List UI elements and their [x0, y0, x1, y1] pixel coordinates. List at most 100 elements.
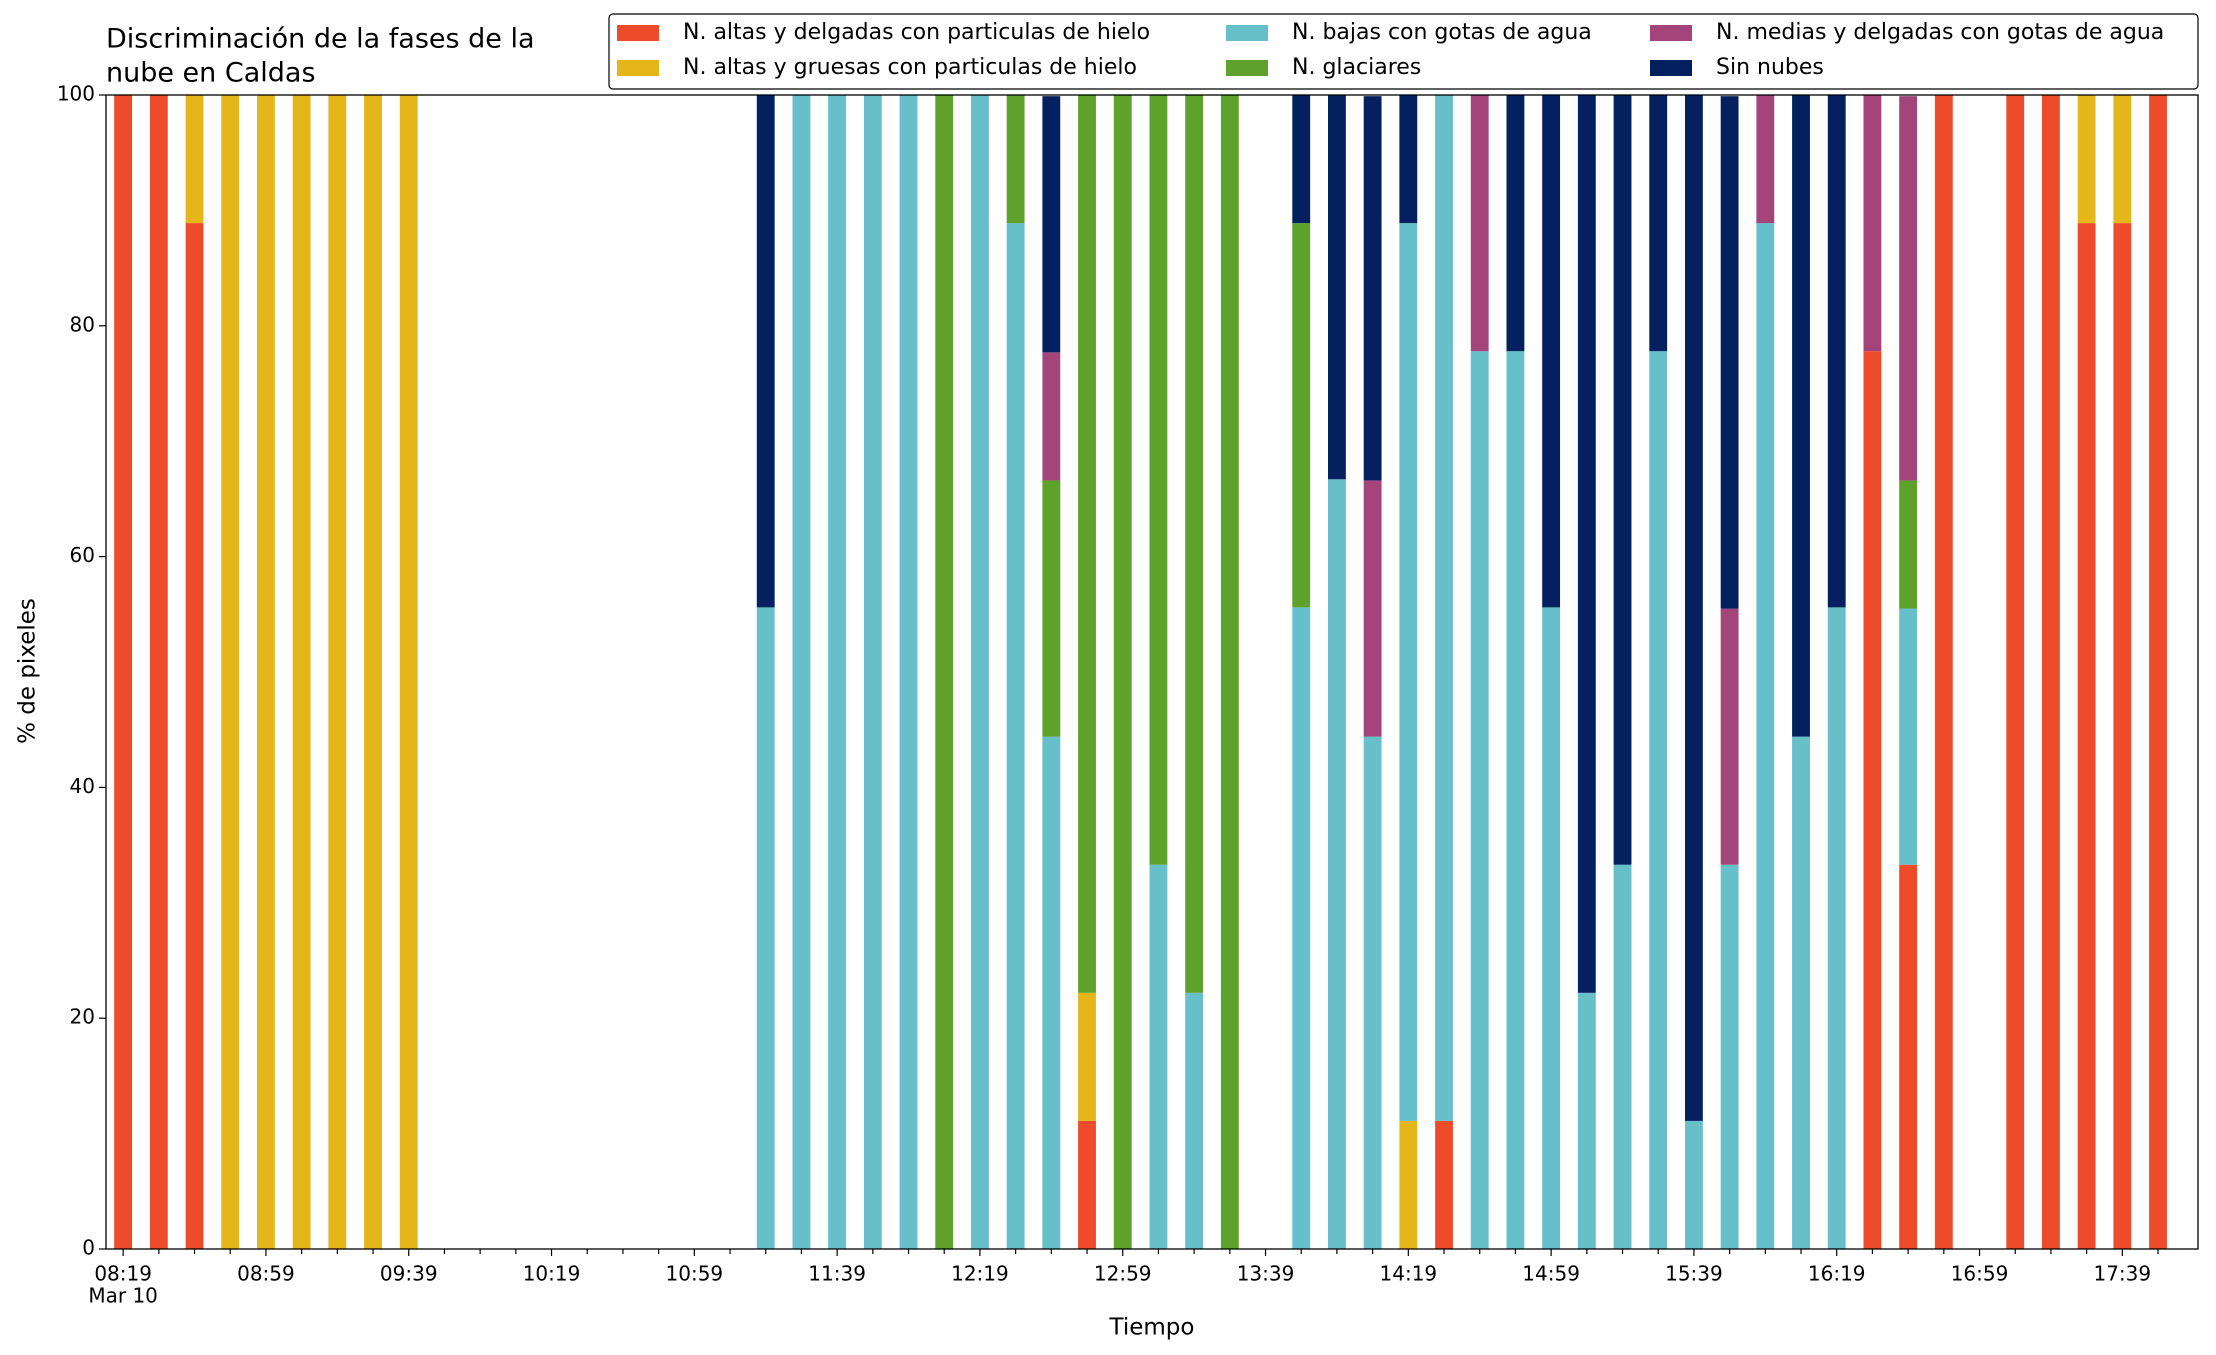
bar-segment: [1113, 95, 1132, 1249]
legend-swatch: [1226, 60, 1268, 76]
bar-segment: [1899, 608, 1918, 865]
bar-segment: [2077, 95, 2096, 224]
bar-segment: [1577, 95, 1596, 993]
bar-segment: [828, 95, 847, 1249]
bar-segment: [1684, 1120, 1703, 1249]
legend-label: N. glaciares: [1292, 55, 1421, 80]
bar-segment: [2113, 223, 2132, 1249]
bar-segment: [1649, 351, 1668, 1249]
bar-segment: [2149, 95, 2167, 1249]
legend-swatch: [617, 25, 659, 41]
bar-segment: [1435, 1120, 1453, 1249]
bar-segment: [1827, 607, 1846, 1249]
bar-segment: [149, 95, 168, 1249]
bar-segment: [971, 95, 989, 1249]
bar-segment: [1899, 480, 1918, 609]
bar-segment: [1220, 95, 1239, 1249]
bar-segment: [1899, 96, 1918, 481]
bar-segment: [1542, 607, 1561, 1249]
bar-segment: [1756, 223, 1775, 1249]
bar-segment: [1720, 608, 1739, 865]
bar-segment: [1792, 736, 1810, 1249]
legend-swatch: [1650, 25, 1692, 41]
bar-segment: [364, 95, 382, 1249]
bar-segment: [1684, 95, 1703, 1121]
bar-segment: [292, 95, 311, 1249]
x-tick-label: 17:39: [2093, 1262, 2151, 1286]
x-axis-label: Tiempo: [1109, 1315, 1195, 1341]
x-tick-label: 16:19: [1808, 1262, 1866, 1286]
bar-segment: [1363, 736, 1382, 1249]
x-tick-label: 14:59: [1522, 1262, 1580, 1286]
bar-segment: [1042, 480, 1061, 737]
bar-segment: [1149, 864, 1168, 1249]
bar-segment: [257, 95, 275, 1249]
bar-segment: [1399, 1120, 1418, 1249]
bar-segment: [328, 95, 347, 1249]
legend-label: N. bajas con gotas de agua: [1292, 20, 1592, 45]
bar-segment: [1649, 95, 1668, 352]
bar-segment: [935, 95, 954, 1249]
bar-segment: [1078, 1120, 1096, 1249]
plot-frame: [105, 94, 2199, 1250]
bar-segment: [1292, 95, 1311, 224]
x-tick-label: 10:19: [523, 1262, 581, 1286]
bar-segment: [1078, 992, 1096, 1121]
y-tick-label: 100: [57, 82, 95, 106]
bar-segment: [2006, 95, 2025, 1249]
y-tick-label: 40: [70, 774, 95, 798]
bar-segment: [399, 95, 418, 1249]
bar-segment: [1185, 992, 1204, 1249]
bar-segment: [1327, 95, 1346, 480]
bar-segment: [1613, 95, 1632, 865]
bar-segment: [756, 95, 775, 608]
legend-swatch: [1650, 60, 1692, 76]
bar-segment: [899, 95, 918, 1249]
bar-segment: [1292, 223, 1311, 608]
bar-segment: [1506, 95, 1525, 352]
bar-segment: [1327, 479, 1346, 1250]
legend-swatch: [1226, 25, 1268, 41]
x-tick-label: 13:39: [1237, 1262, 1295, 1286]
x-tick-label: 09:39: [380, 1262, 438, 1286]
x-tick-label: 15:39: [1665, 1262, 1723, 1286]
bar-segment: [2041, 95, 2060, 1249]
bar-segment: [1399, 223, 1418, 1121]
x-tick-label: 11:39: [808, 1262, 866, 1286]
bar-segment: [185, 95, 204, 224]
bar-segment: [1577, 992, 1596, 1249]
bar-segment: [1899, 864, 1918, 1249]
bar-segment: [1078, 95, 1096, 993]
bar-segment: [221, 95, 240, 1249]
legend-label: N. medias y delgadas con gotas de agua: [1716, 20, 2164, 45]
bar-segment: [1042, 96, 1061, 353]
legend-label: Sin nubes: [1716, 55, 1824, 80]
x-tick-label: 16:59: [1951, 1262, 2009, 1286]
bar-segment: [1542, 95, 1561, 608]
bar-segment: [1720, 864, 1739, 1249]
bar-segment: [114, 95, 133, 1249]
bar-segment: [185, 223, 204, 1249]
bar-segment: [1827, 95, 1846, 608]
bar-segment: [1042, 736, 1061, 1249]
bar-segment: [1470, 351, 1489, 1249]
bar-segment: [1470, 95, 1489, 352]
x-date-label: Mar 10: [88, 1284, 158, 1308]
bar-segment: [1363, 96, 1382, 481]
chart-title: nube en Caldas: [106, 58, 316, 89]
bar-segment: [2077, 223, 2096, 1249]
legend-label: N. altas y gruesas con particulas de hie…: [683, 55, 1137, 80]
x-tick-label: 14:19: [1380, 1262, 1438, 1286]
y-tick-label: 20: [70, 1005, 95, 1029]
bar-segment: [1006, 95, 1025, 224]
legend-label: N. altas y delgadas con particulas de hi…: [683, 20, 1150, 45]
bar-segment: [1720, 96, 1739, 609]
bar-segment: [792, 95, 811, 1249]
bar-segment: [1792, 95, 1810, 737]
y-tick-label: 80: [70, 312, 95, 336]
bar-segment: [1506, 351, 1525, 1249]
bar-segment: [1042, 352, 1061, 481]
legend-box: [608, 13, 2199, 90]
bar-segment: [1149, 95, 1168, 865]
